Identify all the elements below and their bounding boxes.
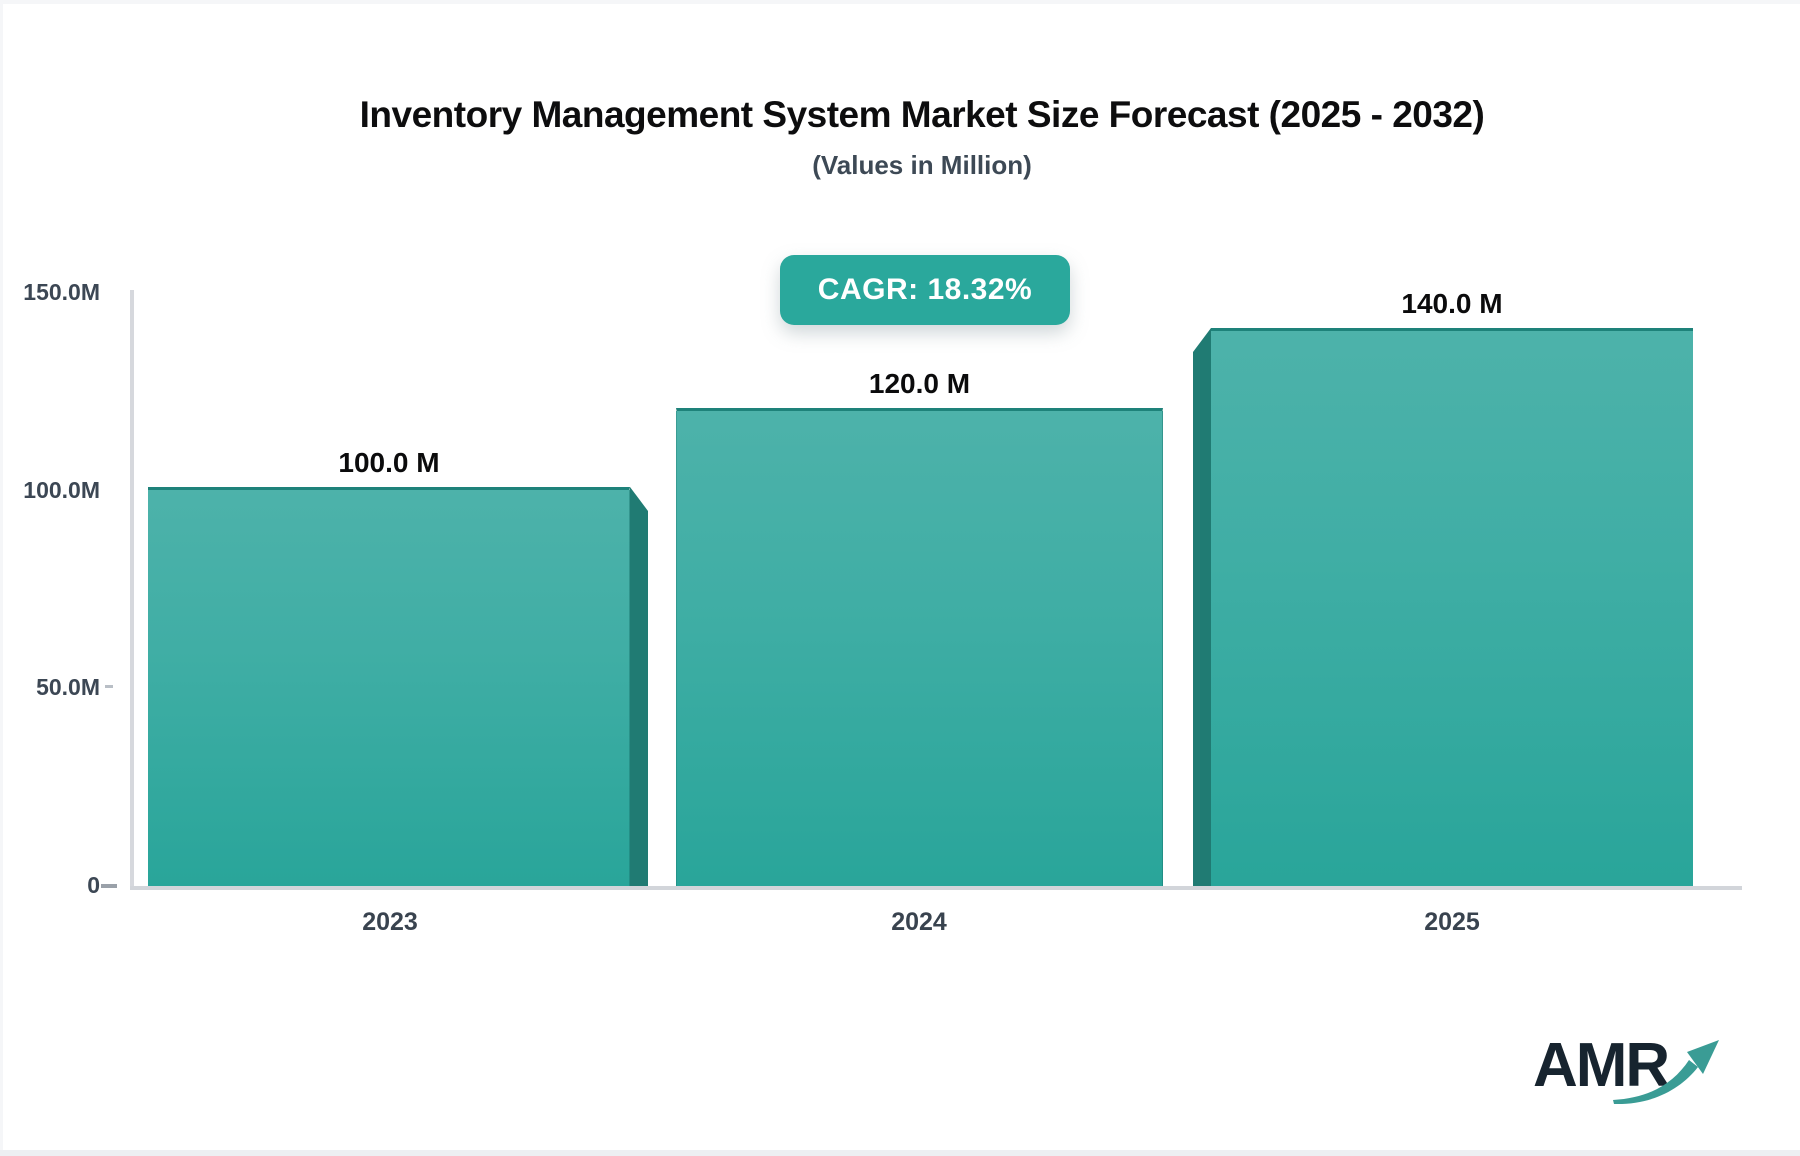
bar-value-label-2025: 140.0 M [1401, 288, 1503, 319]
bar-2023[interactable] [148, 487, 630, 886]
cagr-badge: CAGR: 18.32% [780, 255, 1070, 325]
growth-arrow-icon [1613, 1040, 1719, 1105]
bar-2023-3d-edge [630, 487, 648, 886]
y-tick-label-100: 100.0M [23, 477, 100, 503]
y-tick-mark-0 [101, 884, 117, 888]
y-tick-label-150: 150.0M [23, 279, 100, 305]
y-axis-line [130, 290, 134, 890]
bar-value-label-2023: 100.0 M [338, 447, 440, 478]
y-tick-mark-50 [105, 685, 113, 688]
x-axis-label-2024: 2024 [891, 908, 947, 936]
page-edge-bottom [0, 1150, 1800, 1156]
page-edge-top [0, 0, 1800, 4]
cagr-badge-label: CAGR: 18.32% [817, 273, 1033, 306]
x-axis-baseline [130, 886, 1742, 890]
x-axis-label-2023: 2023 [362, 908, 418, 936]
page-edge-left [0, 0, 3, 1156]
amr-logo: AMR [1533, 1030, 1733, 1120]
chart-title: Inventory Management System Market Size … [359, 94, 1485, 135]
amr-logo-text: AMR [1533, 1031, 1670, 1100]
bar-2025-3d-edge [1193, 328, 1211, 886]
x-axis-label-2025: 2025 [1424, 908, 1480, 936]
y-tick-label-0: 0 [87, 872, 100, 898]
bar-value-label-2024: 120.0 M [868, 368, 971, 399]
chart-subtitle: (Values in Million) [812, 150, 1032, 180]
y-tick-label-50: 50.0M [36, 674, 100, 700]
bar-2025[interactable] [1211, 328, 1693, 886]
bar-2024[interactable] [676, 408, 1163, 886]
